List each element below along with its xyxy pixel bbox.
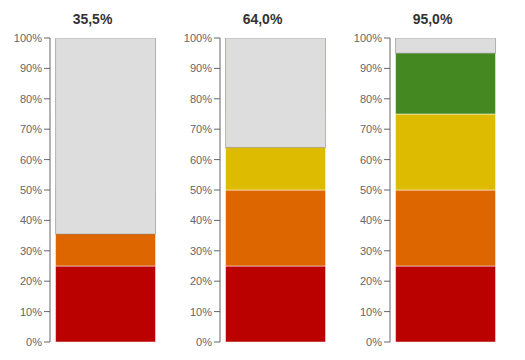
svg-text:70%: 70%: [360, 123, 382, 135]
svg-text:0%: 0%: [366, 336, 382, 348]
svg-text:10%: 10%: [20, 306, 42, 318]
svg-text:90%: 90%: [190, 62, 212, 74]
svg-text:50%: 50%: [190, 184, 212, 196]
svg-text:80%: 80%: [360, 93, 382, 105]
svg-text:70%: 70%: [190, 123, 212, 135]
svg-text:10%: 10%: [190, 306, 212, 318]
html-text:95,0%: 95,0%: [412, 11, 453, 27]
svg-text:20%: 20%: [190, 275, 212, 287]
svg-text:100%: 100%: [184, 32, 212, 44]
svg-text:80%: 80%: [190, 93, 212, 105]
html-text:35,5%: 35,5%: [72, 11, 113, 27]
svg-text:100%: 100%: [14, 32, 42, 44]
svg-text:60%: 60%: [190, 154, 212, 166]
svg-text:10%: 10%: [360, 306, 382, 318]
svg-text:30%: 30%: [190, 245, 212, 257]
svg-text:30%: 30%: [20, 245, 42, 257]
svg-text:60%: 60%: [20, 154, 42, 166]
svg-text:90%: 90%: [20, 62, 42, 74]
svg-text:90%: 90%: [360, 62, 382, 74]
svg-text:100%: 100%: [354, 32, 382, 44]
html-text:64,0%: 64,0%: [242, 11, 283, 27]
svg-text:20%: 20%: [360, 275, 382, 287]
svg-text:60%: 60%: [360, 154, 382, 166]
svg-text:80%: 80%: [20, 93, 42, 105]
svg-text:0%: 0%: [26, 336, 42, 348]
svg-text:40%: 40%: [360, 214, 382, 226]
svg-text:20%: 20%: [20, 275, 42, 287]
svg-text:30%: 30%: [360, 245, 382, 257]
svg-text:40%: 40%: [20, 214, 42, 226]
svg-text:0%: 0%: [196, 336, 212, 348]
svg-text:40%: 40%: [190, 214, 212, 226]
svg-text:70%: 70%: [20, 123, 42, 135]
svg-text:50%: 50%: [360, 184, 382, 196]
svg-text:50%: 50%: [20, 184, 42, 196]
